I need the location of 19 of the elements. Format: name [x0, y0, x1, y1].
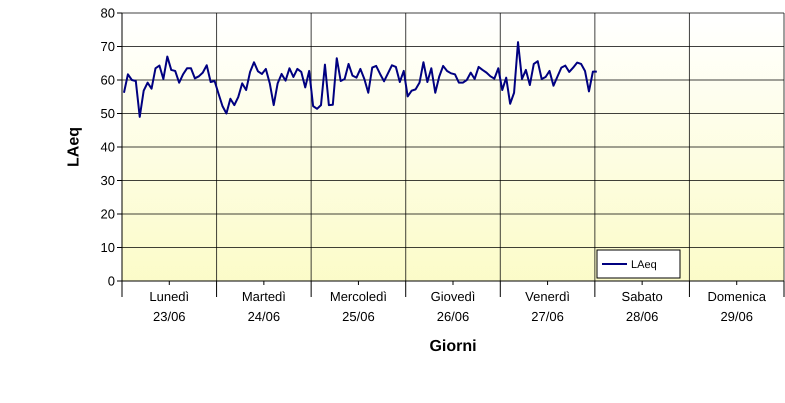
y-axis-title: LAeq [66, 127, 83, 167]
y-tick-label: 30 [100, 173, 115, 188]
y-tick-label: 80 [100, 6, 115, 21]
x-tick-label: Mercoledì 25/06 [330, 289, 387, 324]
x-tick-label: Giovedì 26/06 [430, 289, 476, 324]
legend-label: LAeq [631, 259, 657, 271]
x-tick-label: Venerdì 27/06 [525, 289, 570, 324]
y-tick-label: 50 [100, 106, 115, 122]
y-tick-label: 20 [100, 206, 115, 222]
y-tick-label: 10 [100, 240, 115, 256]
x-axis-title: Giorni [429, 338, 477, 355]
y-tick-label: 40 [100, 140, 115, 155]
x-tick-label: Sabato 28/06 [622, 289, 663, 324]
x-tick-label: Lunedì 23/06 [149, 289, 190, 324]
y-tick-label: 0 [108, 274, 115, 289]
y-tick-label: 60 [100, 72, 115, 88]
x-tick-label: Domenica 29/06 [707, 289, 767, 324]
x-tick-label: Martedì 24/06 [242, 289, 286, 324]
y-tick-label: 70 [100, 39, 115, 54]
